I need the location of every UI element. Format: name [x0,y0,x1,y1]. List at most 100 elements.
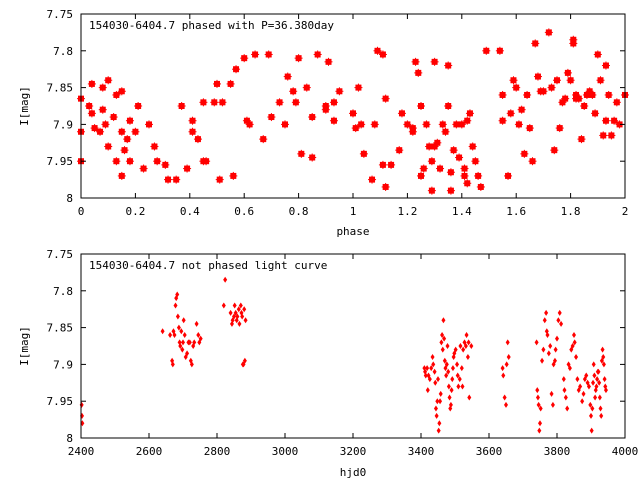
data-point [467,394,472,401]
data-point [578,383,583,390]
data-point [542,317,547,324]
data-point [79,401,84,408]
phased-x-axis-label: phase [336,225,369,238]
data-point [194,320,199,327]
data-point [180,346,185,353]
data-point [549,390,554,397]
data-point [552,357,557,364]
y-tick-label: 8 [66,192,73,205]
data-point [469,343,474,349]
data-point [591,361,596,368]
data-point [236,306,241,313]
y-tick-label: 7.85 [47,322,74,335]
data-point [538,405,543,412]
data-point [434,412,439,419]
data-point [242,357,247,364]
data-point [192,339,197,346]
data-point [465,354,470,361]
data-point [442,357,447,364]
data-point [223,276,228,283]
data-point [181,317,186,324]
data-point [446,383,451,390]
data-point [178,343,183,349]
data-point [592,372,597,379]
data-point [433,379,438,386]
x-tick-label: 3000 [272,445,299,458]
phased-chart: 0 0.2 0.4 0.6 0.8 1 1.2 1.4 1.6 1.8 2 7.757.87.857… [18,8,629,238]
data-point [534,339,539,346]
data-point [540,357,545,364]
x-tick-label: 2 [622,205,629,218]
data-point [430,354,435,361]
data-point [584,372,589,379]
data-point [466,339,471,346]
data-point [458,343,463,349]
data-point [181,339,185,346]
data-point [446,368,451,375]
x-tick-label: 0.6 [234,205,254,218]
data-point [581,390,586,397]
data-point [553,346,558,353]
phased-y-axis-label: I[mag] [18,86,31,126]
x-tick-label: 2800 [204,445,231,458]
data-point [596,368,601,375]
x-tick-label: 3600 [476,445,503,458]
data-point [562,387,567,394]
data-point [575,376,580,383]
data-point [436,376,440,383]
unphased-x-axis-label: hjd0 [340,466,367,479]
data-point [455,372,460,379]
data-point [447,394,452,401]
data-point [427,376,432,383]
data-point [175,313,180,320]
unphased-chart: 2400 2600 2800 3000 3200 3400 3600 3800 4000 7.7… [18,248,638,479]
data-point [453,346,458,353]
data-point [431,361,436,368]
data-point [537,427,542,434]
data-point [536,401,541,408]
data-point [501,372,506,379]
data-point [243,317,248,324]
data-point [439,339,444,346]
x-tick-label: 4000 [612,445,639,458]
x-tick-label: 3200 [340,445,367,458]
data-point [450,376,455,383]
data-point [460,383,465,390]
data-point [572,331,576,338]
data-point [196,331,201,338]
data-point [544,309,549,316]
data-point [574,354,579,361]
data-point [504,361,509,368]
data-point [448,401,453,408]
data-point [435,398,440,405]
data-point [601,354,606,361]
data-point [601,361,606,368]
data-point [459,365,464,372]
data-point [597,379,602,386]
data-point [423,372,428,379]
data-point [538,420,542,427]
x-tick-label: 1.4 [452,205,472,218]
y-tick-label: 7.75 [47,8,74,21]
data-point [461,346,466,353]
data-point [548,343,553,349]
data-point [565,405,570,412]
data-point [456,383,461,390]
data-point [535,387,540,394]
x-tick-label: 0.8 [289,205,309,218]
x-tick-label: 0.4 [180,205,200,218]
data-point [595,376,600,383]
data-point [228,309,233,316]
data-point [232,313,236,320]
data-point [602,376,607,383]
data-point [425,387,430,394]
unphased-plot-frame [80,253,626,439]
x-tick-label: 1.6 [506,205,526,218]
data-point [556,317,561,324]
y-tick-label: 7.9 [53,118,73,131]
data-point [567,365,572,372]
data-point [238,302,243,309]
data-point [221,302,226,309]
